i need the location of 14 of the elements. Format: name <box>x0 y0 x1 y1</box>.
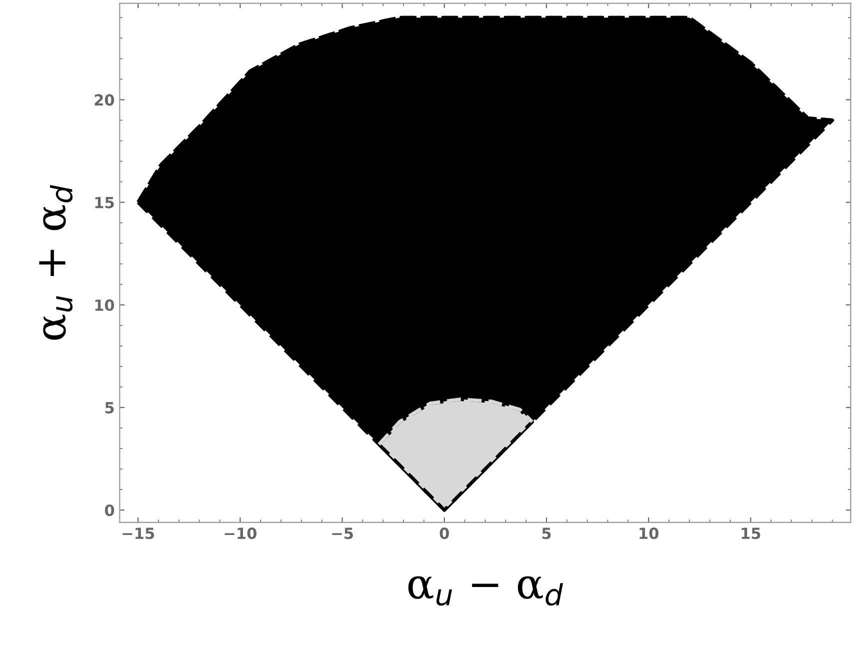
x-tick-label: 10 <box>640 528 658 540</box>
x-tick-label: 5 <box>542 528 551 540</box>
y-tick-label: 10 <box>95 299 114 311</box>
y-tick-label: 20 <box>94 94 114 106</box>
x-axis-title: α$_{u}$ − α$_{d}$ <box>408 576 563 606</box>
y-tick-label: 15 <box>95 196 114 208</box>
y-tick-label: 5 <box>105 402 114 414</box>
y-axis-title: α$_{u}$ + α$_{d}$ <box>39 185 73 340</box>
y-tick-label: 0 <box>104 504 114 516</box>
x-tick-label: −15 <box>122 528 154 540</box>
x-tick-label: −10 <box>224 528 256 540</box>
x-tick-label: 15 <box>742 528 760 540</box>
x-tick-label: 0 <box>440 528 449 540</box>
x-tick-label: −5 <box>332 528 353 540</box>
